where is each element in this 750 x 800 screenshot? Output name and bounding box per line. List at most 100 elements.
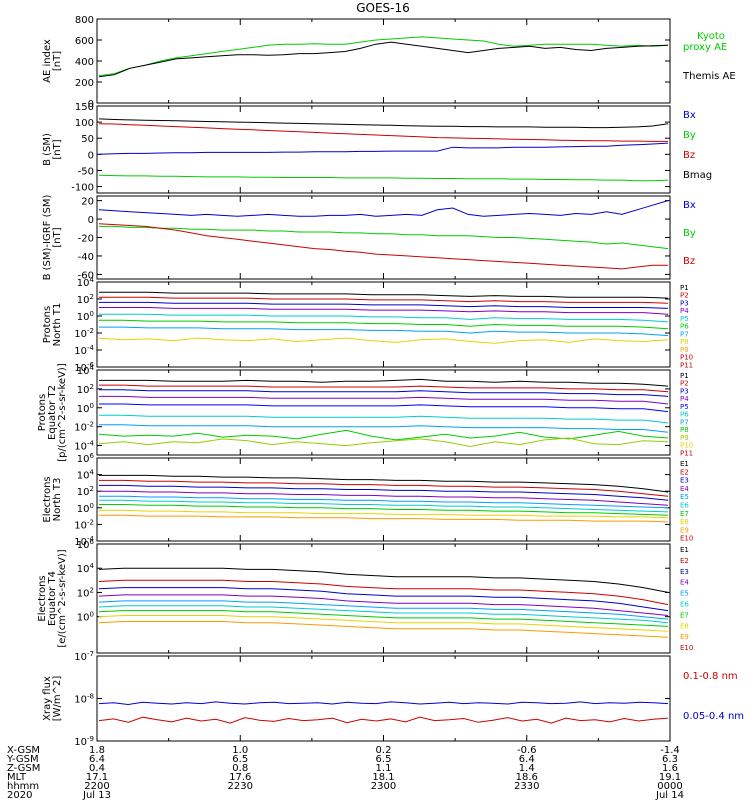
series-line-bz — [98, 223, 668, 270]
legend-p9: P9 — [680, 346, 689, 354]
panel-frame — [96, 18, 671, 104]
y-tick-label: 0 — [88, 150, 94, 161]
y-tick-label: -50 — [78, 166, 94, 177]
y-tick-label: 50 — [81, 134, 94, 145]
panel-ae: 0 200 400 600 800 AE index[nT] Kyoto proxy AE Th… — [42, 15, 736, 110]
legend-e10: E10 — [680, 535, 693, 543]
legend-e7: E7 — [680, 611, 689, 619]
series-line-bz — [98, 123, 668, 142]
series-line-bx — [98, 142, 669, 155]
ephem-cell: 2300 — [371, 781, 396, 792]
legend-p2: P2 — [680, 292, 689, 300]
legend-p10: P10 — [680, 354, 693, 362]
panel-e_equator: 100 102 104 106 ElectronsEquator T4[e/(cm^2-… — [37, 538, 693, 654]
legend-e10: E10 — [680, 644, 693, 652]
y-tick-label: 100 — [75, 118, 94, 129]
y-tick-label: 10-4 — [74, 535, 94, 548]
panel-frame — [96, 655, 671, 742]
y-tick-label: 100 — [77, 502, 94, 515]
legend-e5: E5 — [680, 590, 689, 598]
series-line-e2 — [99, 479, 669, 497]
legend-p11: P11 — [680, 449, 693, 457]
ephem-cell: 2200 — [84, 781, 109, 792]
y-tick-label: 800 — [75, 15, 94, 26]
panel-p_equator: 10-4 10-2 100 102 104 ProtonsEquator T2[p/(cm… — [37, 363, 693, 462]
legend-p4: P4 — [680, 307, 689, 315]
legend-bx: Bx — [683, 110, 696, 121]
y-tick-label: 104 — [77, 276, 95, 289]
legend-e9: E9 — [680, 633, 689, 641]
series-line-p2 — [99, 384, 669, 393]
legend-p6: P6 — [680, 323, 689, 331]
legend-p4: P4 — [680, 395, 689, 403]
legend-p8: P8 — [680, 426, 689, 434]
series-line-p6 — [99, 414, 669, 424]
legend-p3: P3 — [680, 387, 689, 395]
legend-p10: P10 — [680, 442, 693, 450]
legend-p7: P7 — [680, 330, 689, 338]
y-tick-label: 104 — [77, 364, 95, 377]
y-axis-title: ElectronsEquator T4[e/(cm^2-s-sr-keV)] — [37, 549, 68, 647]
series-line-e1 — [99, 474, 669, 493]
ephem-row-label: Y-GSM — [6, 754, 39, 765]
legend-e1: E1 — [680, 546, 689, 554]
legend-p2: P2 — [680, 380, 689, 388]
ephem-cell: 0.8 — [232, 763, 248, 774]
y-tick-label: 10-2 — [74, 421, 94, 434]
y-tick-label: 100 — [77, 402, 94, 415]
y-tick-label: -20 — [78, 234, 94, 245]
legend-e9: E9 — [680, 526, 689, 534]
series-line-p7 — [99, 424, 669, 433]
legend-bz: Bz — [683, 150, 695, 161]
series-line-p8 — [98, 429, 669, 441]
series-line-0-1-0-8-nm — [98, 716, 669, 724]
legend-p1: P1 — [680, 372, 689, 380]
legend-0-05-0-4-nm: 0.05-0.4 nm — [683, 711, 744, 722]
legend-e3: E3 — [680, 568, 689, 576]
series-line-e6 — [99, 499, 669, 513]
series-line-e7 — [99, 504, 669, 516]
ephem-cell: 6.3 — [662, 754, 678, 765]
legend-by: By — [683, 228, 696, 239]
panel-xray: 10-9 10-8 10-7 Xray flux[W/m^2] 0.1-0.8 nm 0.… — [42, 650, 744, 748]
y-tick-label: 10-6 — [74, 361, 94, 374]
y-axis-title: B (SM)[nT] — [42, 133, 63, 166]
legend-p8: P8 — [680, 338, 689, 346]
series-line-p3 — [99, 301, 669, 309]
series-line-e5 — [99, 495, 669, 509]
ephem-row-label: 2020 — [7, 790, 32, 800]
series-line-p3 — [99, 389, 669, 397]
y-tick-label: 400 — [75, 57, 94, 68]
legend-e1: E1 — [680, 460, 689, 468]
y-tick-label: 10-4 — [74, 344, 94, 357]
legend-e2: E2 — [680, 468, 689, 476]
legend-p11: P11 — [680, 361, 693, 369]
series-line-p7 — [99, 326, 669, 337]
legend-bmag: Bmag — [683, 170, 712, 181]
y-axis-title: AE index[nT] — [42, 39, 63, 83]
ephem-cell: 18.1 — [372, 772, 394, 783]
legend-bz: Bz — [683, 256, 695, 267]
ephem-cell: 19.1 — [659, 772, 681, 783]
legend-p9: P9 — [680, 434, 689, 442]
ephem-cell: 1.8 — [89, 745, 105, 756]
series-line-e6 — [98, 605, 669, 624]
ephem-cell: 0.2 — [376, 745, 392, 756]
series-line-p4 — [99, 395, 669, 405]
legend-p1: P1 — [680, 284, 689, 292]
ephem-cell: 1.6 — [662, 763, 678, 774]
ephem-cell: 1.1 — [376, 763, 392, 774]
legend-e6: E6 — [680, 601, 689, 609]
series-line-e9 — [99, 514, 669, 523]
series-line-e4 — [98, 594, 669, 616]
ephem-cell: 17.6 — [229, 772, 251, 783]
y-tick-label: 20 — [81, 197, 94, 208]
series-line-by — [98, 174, 669, 182]
y-tick-label: 0 — [88, 99, 94, 110]
series-line-p8 — [98, 337, 669, 344]
y-tick-label: 0 — [88, 215, 94, 226]
panel-bsm: -100 -50 0 50 100 150 B (SM)[nT] Bx By Bz Bmag — [42, 102, 712, 194]
y-tick-label: 10-8 — [74, 693, 94, 706]
